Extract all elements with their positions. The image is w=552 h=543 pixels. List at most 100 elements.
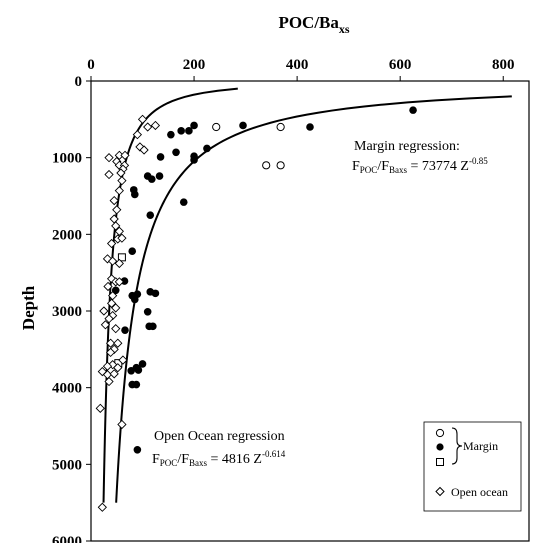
open-ocean-diamond-point bbox=[111, 221, 121, 231]
open-ocean-diamond-point bbox=[111, 303, 121, 313]
x-tick-label: 400 bbox=[286, 57, 309, 73]
margin-filled-circle-point bbox=[190, 121, 198, 130]
y-tick-label: 4000 bbox=[52, 381, 82, 397]
margin-filled-circle-point bbox=[155, 172, 164, 180]
open-ocean-diamond-point bbox=[109, 195, 119, 206]
open-ocean-diamond-point bbox=[100, 320, 111, 330]
margin-filled-circle-point bbox=[409, 106, 417, 114]
margin-open-circle-point bbox=[276, 161, 285, 170]
open-ocean-diamond-point bbox=[97, 502, 107, 512]
margin-filled-circle-point bbox=[177, 127, 185, 135]
margin-open-circle-point bbox=[262, 161, 271, 170]
x-tick-label: 0 bbox=[87, 57, 95, 73]
margin-filled-circle-point bbox=[151, 289, 160, 298]
open-ocean-diamond-point bbox=[108, 256, 118, 266]
legend-brace-icon bbox=[451, 427, 463, 465]
y-tick-label: 0 bbox=[75, 74, 83, 90]
margin-filled-circle-point bbox=[185, 127, 193, 135]
y-tick-label: 6000 bbox=[52, 534, 82, 543]
margin-filled-circle-point bbox=[131, 295, 139, 304]
margin-filled-circle-point bbox=[167, 130, 175, 139]
margin-open-circle-point bbox=[276, 122, 285, 132]
margin-filled-circle-point bbox=[131, 190, 139, 199]
legend-filled-circle-marker bbox=[436, 443, 444, 451]
margin-filled-circle-point bbox=[138, 360, 147, 368]
margin-regression-equation: FPOC/FBaxs = 73774 Z-0.85 bbox=[352, 156, 488, 175]
x-axis-title-main: POC/Ba bbox=[278, 13, 339, 32]
open-ocean-diamond-point bbox=[117, 176, 127, 186]
margin-filled-circle-point bbox=[132, 380, 141, 389]
margin-open-square-point bbox=[117, 253, 126, 262]
open-ocean-diamond-point bbox=[104, 314, 114, 324]
legend-open-ocean-label: Open ocean bbox=[451, 485, 508, 499]
x-tick-label: 200 bbox=[183, 57, 206, 73]
open-ocean-regression-equation: FPOC/FBaxs = 4816 Z-0.614 bbox=[152, 449, 286, 468]
open-ocean-diamond-point bbox=[108, 291, 118, 301]
y-tick-label: 2000 bbox=[52, 227, 82, 243]
open-ocean-diamond-point bbox=[139, 145, 149, 155]
open-ocean-diamond-point bbox=[114, 226, 124, 236]
open-ocean-diamond-point bbox=[117, 419, 127, 430]
margin-filled-circle-point bbox=[203, 144, 211, 153]
open-ocean-diamond-point bbox=[120, 150, 130, 161]
x-tick-label: 600 bbox=[389, 57, 412, 73]
margin-filled-circle-point bbox=[128, 247, 137, 255]
margin-filled-circle-point bbox=[133, 445, 142, 454]
margin-filled-circle-point bbox=[134, 366, 143, 374]
legend-open-diamond-marker bbox=[435, 486, 445, 497]
open-ocean-diamond-point bbox=[105, 347, 116, 358]
x-axis-ticks: 0 200 400 600 800 bbox=[87, 57, 514, 81]
open-ocean-diamond-point bbox=[112, 205, 122, 215]
open-ocean-diamond-point bbox=[137, 114, 148, 124]
legend-open-square-marker bbox=[436, 458, 444, 466]
margin-filled-circle-point bbox=[121, 326, 129, 334]
margin-open-circle-point bbox=[212, 122, 221, 132]
x-axis-title: POC/Baxs bbox=[278, 13, 349, 36]
margin-filled-circle-point bbox=[190, 156, 198, 164]
open-ocean-diamond-point bbox=[106, 238, 117, 249]
margin-filled-circle-point bbox=[239, 121, 247, 130]
open-ocean-diamond-point bbox=[106, 274, 117, 284]
y-axis-ticks: 0 1000 2000 3000 4000 5000 6000 bbox=[52, 74, 91, 543]
margin-filled-circle-point bbox=[172, 148, 180, 157]
open-ocean-diamond-point bbox=[116, 168, 126, 178]
open-ocean-diamond-point bbox=[118, 355, 128, 365]
legend-open-circle-marker bbox=[435, 428, 445, 438]
margin-filled-circle-point bbox=[179, 198, 188, 206]
y-axis-title: Depth bbox=[19, 285, 38, 330]
open-ocean-diamond-point bbox=[117, 233, 127, 243]
open-ocean-diamond-point bbox=[105, 338, 116, 348]
open-ocean-diamond-point bbox=[103, 281, 113, 292]
margin-filled-circle-point bbox=[111, 286, 120, 295]
open-ocean-diamond-point bbox=[106, 298, 117, 308]
open-ocean-regression-title: Open Ocean regression bbox=[154, 429, 285, 444]
x-tick-label: 800 bbox=[492, 57, 515, 73]
open-ocean-diamond-point bbox=[104, 376, 114, 387]
open-ocean-diamond-point bbox=[113, 338, 123, 348]
data-points bbox=[95, 106, 417, 512]
margin-filled-circle-point bbox=[127, 367, 135, 375]
x-axis-title-sub: xs bbox=[339, 22, 350, 36]
open-ocean-diamond-point bbox=[99, 306, 109, 316]
open-ocean-diamond-point bbox=[114, 258, 124, 269]
legend-margin-label: Margin bbox=[463, 439, 498, 453]
margin-filled-circle-point bbox=[146, 211, 155, 219]
margin-regression-title: Margin regression: bbox=[354, 139, 460, 154]
margin-filled-circle-point bbox=[143, 307, 152, 316]
open-ocean-diamond-point bbox=[143, 122, 153, 132]
margin-filled-circle-point bbox=[156, 153, 165, 161]
y-tick-label: 1000 bbox=[52, 151, 82, 167]
open-ocean-diamond-point bbox=[111, 323, 121, 334]
margin-filled-circle-point bbox=[149, 322, 157, 331]
open-ocean-diamond-point bbox=[113, 363, 123, 373]
open-ocean-diamond-point bbox=[150, 120, 161, 131]
open-ocean-diamond-point bbox=[132, 130, 143, 140]
legend: Margin Open ocean bbox=[423, 421, 522, 512]
margin-regression-annotation: Margin regression: FPOC/FBaxs = 73774 Z-… bbox=[352, 139, 488, 175]
margin-filled-circle-point bbox=[306, 123, 314, 131]
open-ocean-diamond-point bbox=[114, 185, 124, 196]
open-ocean-diamond-point bbox=[114, 277, 124, 287]
y-tick-label: 5000 bbox=[52, 457, 82, 473]
open-ocean-diamond-point bbox=[95, 403, 105, 414]
